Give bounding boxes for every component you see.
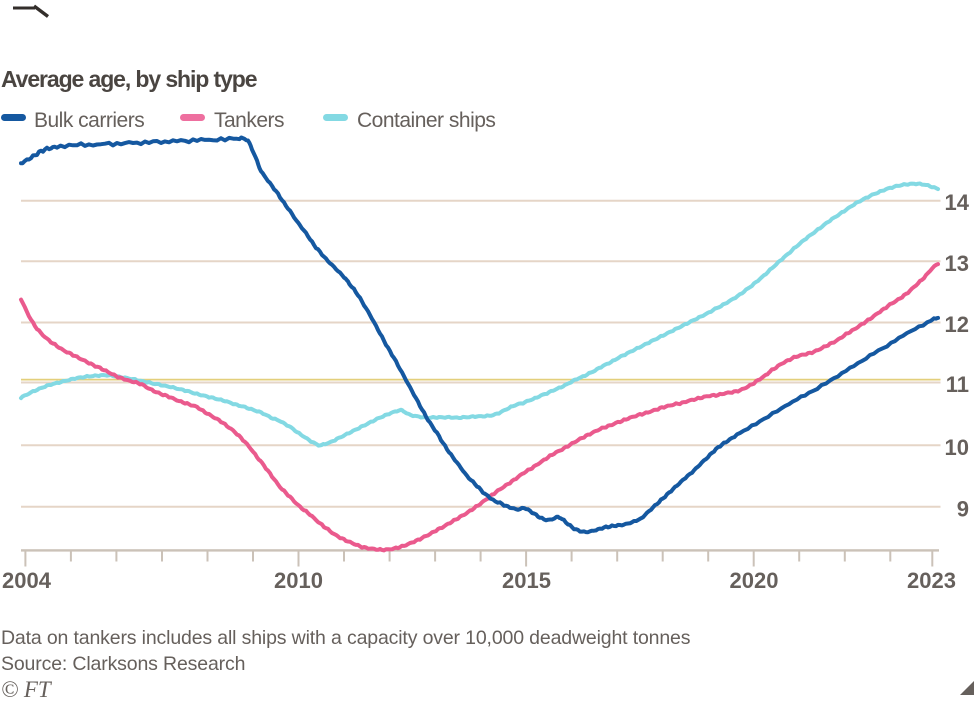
svg-text:2010: 2010 xyxy=(274,568,323,593)
svg-text:2015: 2015 xyxy=(502,568,551,593)
svg-text:2020: 2020 xyxy=(730,568,779,593)
svg-text:2023: 2023 xyxy=(907,568,956,593)
svg-text:14: 14 xyxy=(945,190,970,215)
svg-text:2004: 2004 xyxy=(2,568,52,593)
svg-text:10: 10 xyxy=(945,435,969,460)
svg-text:11: 11 xyxy=(946,372,969,397)
svg-text:9: 9 xyxy=(957,496,969,521)
svg-text:12: 12 xyxy=(945,312,969,337)
svg-text:13: 13 xyxy=(945,251,969,276)
